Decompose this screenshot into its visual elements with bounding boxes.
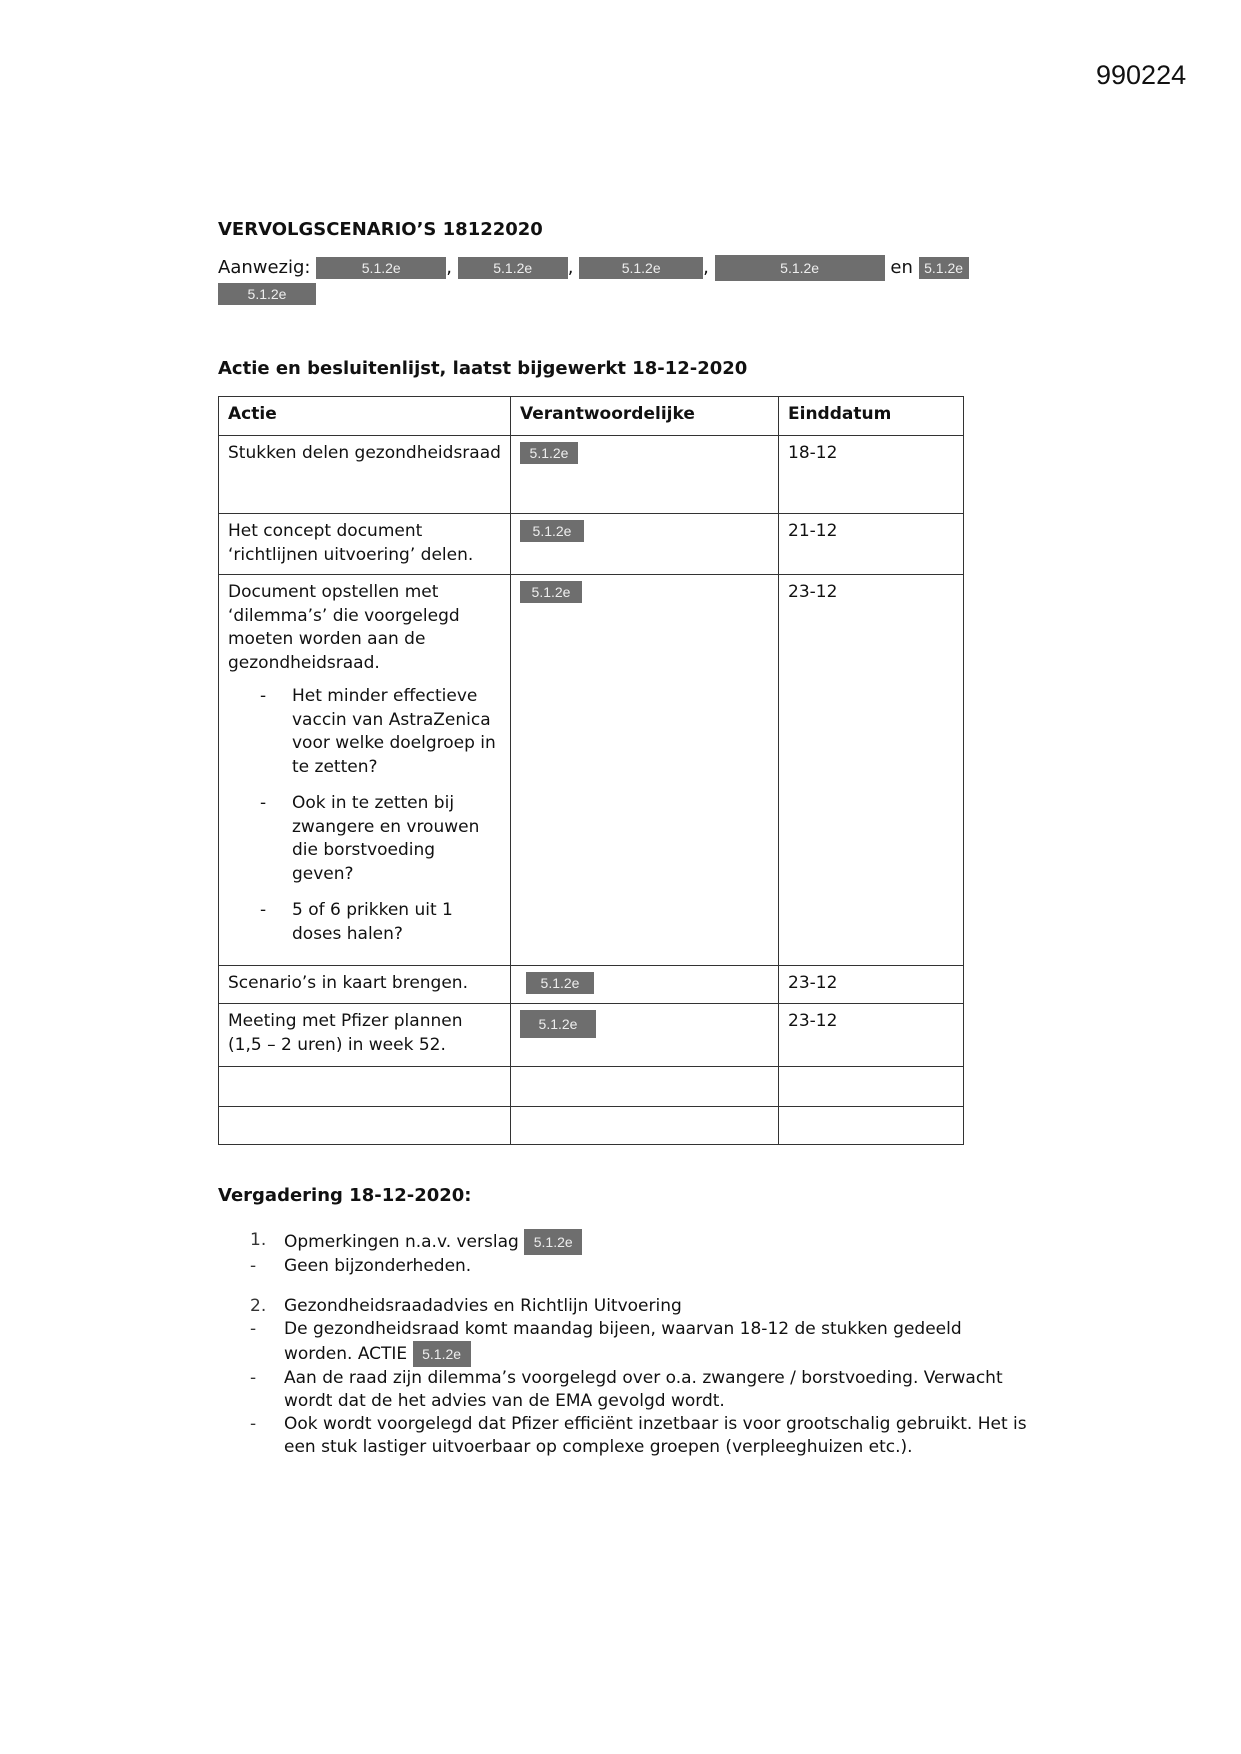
table-row: Stukken delen gezondheidsraad 5.1.2e 18-… [218,435,964,514]
header-einddatum: Einddatum [778,396,964,436]
cell-action: Scenario’s in kaart brengen. [218,965,511,1004]
cell-responsible: 5.1.2e [510,1003,779,1067]
cell-action: Meeting met Pfizer plannen (1,5 – 2 uren… [218,1003,511,1067]
bullet-text: Geen bijzonderheden. [284,1256,472,1276]
cell-date: 23-12 [778,1003,964,1067]
conjunction: en [890,257,913,278]
cell-date: 23-12 [778,965,964,1004]
redaction: 5.1.2e [316,257,447,279]
redaction: 5.1.2e [520,442,578,464]
separator: , [703,257,709,278]
meeting-item-1: 1. Opmerkingen n.a.v. verslag 5.1.2e - Gee… [250,1229,1030,1278]
sub-list: Het minder effectieve vaccin van AstraZe… [228,685,501,946]
cell-date: 23-12 [778,574,964,966]
table-row: Scenario’s in kaart brengen. 5.1.2e 23-1… [218,965,964,1004]
cell-empty [510,1106,779,1145]
cell-responsible: 5.1.2e [510,435,779,514]
dash: - [250,1319,257,1339]
dash: - [250,1256,257,1276]
redaction: 5.1.2e [520,1010,596,1038]
header-actie: Actie [218,396,511,436]
sub-item: Ook in te zetten bij zwangere en vrouwen… [228,792,501,886]
cell-action: Het concept document ‘richtlijnen uitvoe… [218,513,511,575]
redaction: 5.1.2e [520,520,584,542]
separator: , [446,257,452,278]
table-row: Document opstellen met ‘dilemma’s’ die v… [218,574,964,966]
dash: - [250,1414,257,1434]
action-list-title: Actie en besluitenlijst, laatst bijgewer… [218,358,748,379]
table-header-row: Actie Verantwoordelijke Einddatum [218,396,964,436]
table-row-empty [218,1106,964,1145]
action-table: Actie Verantwoordelijke Einddatum Stukke… [218,396,964,1145]
cell-date: 21-12 [778,513,964,575]
dash: - [250,1368,257,1388]
attendance-label: Aanwezig: [218,257,311,278]
meeting-title: Vergadering 18-12-2020: [218,1185,472,1206]
cell-responsible: 5.1.2e [510,513,779,575]
cell-date: 18-12 [778,435,964,514]
redaction: 5.1.2e [520,581,582,603]
bullet-text: Aan de raad zijn dilemma’s voorgelegd ov… [284,1368,1003,1411]
table-row-empty [218,1066,964,1107]
bullet-text: Ook wordt voorgelegd dat Pfizer efficiën… [284,1414,1027,1457]
sub-item: Het minder effectieve vaccin van AstraZe… [228,685,501,779]
action-text: Document opstellen met ‘dilemma’s’ die v… [228,582,460,673]
redaction: 5.1.2e [526,972,594,994]
table-row: Het concept document ‘richtlijnen uitvoe… [218,513,964,575]
item-text: Opmerkingen n.a.v. verslag [284,1232,519,1252]
redaction: 5.1.2e [457,257,568,279]
cell-empty [510,1066,779,1107]
redaction: 5.1.2e [412,1341,471,1367]
cell-empty [218,1106,511,1145]
redaction: 5.1.2e [218,283,316,305]
cell-action: Stukken delen gezondheidsraad [218,435,511,514]
cell-empty [778,1106,964,1145]
item-number: 1. [250,1230,267,1250]
header-verantwoordelijke: Verantwoordelijke [510,396,779,436]
document-title: VERVOLGSCENARIO’S 18122020 [218,219,543,240]
table-row: Meeting met Pfizer plannen (1,5 – 2 uren… [218,1003,964,1067]
attendance: Aanwezig: 5.1.2e, 5.1.2e, 5.1.2e, 5.1.2e… [218,255,969,305]
redaction: 5.1.2e [524,1229,583,1255]
bullet-text: De gezondheidsraad komt maandag bijeen, … [284,1319,962,1364]
cell-responsible: 5.1.2e [510,965,779,1004]
cell-empty [218,1066,511,1107]
document-number: 990224 [1096,60,1187,90]
redaction: 5.1.2e [579,257,704,279]
cell-responsible: 5.1.2e [510,574,779,966]
cell-action: Document opstellen met ‘dilemma’s’ die v… [218,574,511,966]
redaction: 5.1.2e [918,257,969,279]
item-number: 2. [250,1296,267,1316]
sub-item: 5 of 6 prikken uit 1 doses halen? [228,899,501,946]
separator: , [567,257,574,278]
meeting-item-2: 2. Gezondheidsraadadvies en Richtlijn Uit… [250,1295,1030,1459]
redaction: 5.1.2e [714,255,885,281]
cell-empty [778,1066,964,1107]
item-text: Gezondheidsraadadvies en Richtlijn Uitvo… [284,1296,682,1316]
